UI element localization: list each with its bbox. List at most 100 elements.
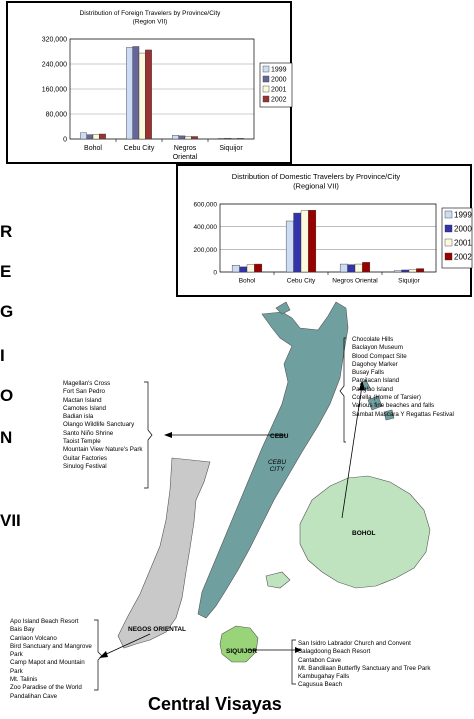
list-item: Busay Falls [352,369,384,377]
legend-label: 1999 [271,67,287,74]
region-letter-g: G [0,302,14,321]
cebu-attractions-list: Magellan's Cross Fort San Pedro Mactan I… [63,380,142,471]
legend-label: 2002 [271,97,287,104]
list-item: Canlaon Volcano [10,634,57,642]
list-item: Mt. Talinis [10,676,38,684]
list-item: Camotes Island [63,404,106,412]
legend-label: 2002 [454,253,472,262]
siquijor-label: SIQUIJOR [226,648,258,655]
negros-bracket [94,619,103,691]
list-item: Camp Mapot and Mountain Park [10,659,85,675]
list-item: Salagdoong Beach Resort [298,648,371,656]
y-tick-label: 400,000 [194,224,218,231]
x-tick-label: Negros Oriental [332,278,378,285]
negros-attractions-list: Apo Island Beach Resort Bais Bay Canlaon… [10,618,96,701]
legend-swatch [444,252,453,261]
y-tick-label: 240,000 [42,62,67,69]
negros-label: NEGOS ORIENTAL [128,626,187,633]
legend-label: 2001 [271,87,287,94]
y-tick-label: 200,000 [194,247,218,254]
siquijor-attractions-list: San Isidro Labrador Church and Convent S… [298,640,430,690]
list-item: Mountain View Nature's Park [63,446,143,454]
list-item: Mactan Island [63,396,102,404]
foreign-travelers-chart: Distribution of Foreign Travelers by Pro… [6,1,293,164]
bar [362,262,371,273]
region-letter-o: O [0,386,14,405]
list-item: Magellan's Cross [63,380,111,387]
region-letter-vii: VII [0,511,21,530]
legend-swatch [444,224,453,233]
y-tick-label: 160,000 [42,87,67,94]
cebu-bracket [144,381,153,489]
siquijor-island [219,625,259,663]
x-tick-label: Cebu City [287,278,316,285]
list-item: Panglao Island [352,385,393,393]
bar [99,133,106,140]
chart-title: Distribution of Foreign Travelers by Pro… [80,10,222,17]
cebu-island [197,301,349,619]
list-item: Olango Wildlife Sanctuary [63,421,135,429]
cebu-islet [383,409,395,421]
negros-callout-arrow [99,651,108,658]
siquijor-bracket [291,639,296,685]
list-item: Chocolate Hills [352,336,394,343]
bar [308,210,317,273]
bar [416,268,425,273]
list-item: Cantabon Cave [298,656,341,664]
list-item: Baclayon Museum [352,344,403,352]
bohol-callout-arrow [359,380,365,390]
list-item: Sambat Mascara Y Regattas Festival [352,410,454,418]
bohol-island [299,475,431,589]
list-item: Zoo Paradise of the World [10,684,82,692]
x-tick-label: Cebu City [124,145,155,152]
list-item: Bais Bay [10,626,35,634]
list-item: Apo Island Beach Resort [10,618,79,625]
bar [145,49,152,140]
list-item: Fort San Pedro [63,388,105,396]
list-item: Guitar Factories [63,454,108,462]
bar [254,263,263,273]
list-item: Various fine beaches and falls [352,402,435,410]
bohol-callout-line [341,385,363,519]
region-letter-r: R [0,222,13,241]
region-letter-n: N [0,428,13,447]
list-item: Badian isla [63,413,94,421]
list-item: Mt. Bandilaan Butterfly Sanctuary and Tr… [298,664,431,672]
chart-subtitle: (Region VII) [133,19,168,26]
list-item: Corella (Home of Tarsier) [352,394,421,402]
legend-swatch [444,238,453,247]
list-item: Bird Sanctuary and Mangrove Park [10,642,92,659]
legend-label: 2000 [454,225,472,234]
list-item: Pamilacan Island [352,377,400,385]
list-item: San Isidro Labrador Church and Convent [298,640,411,647]
legend-label: 1999 [454,211,472,220]
map-title: Central Visayas [148,694,282,714]
bohol-label: BOHOL [352,530,376,537]
x-tick-label: Bohol [84,145,102,152]
region-letter-i: I [0,346,5,365]
legend-swatch [262,75,270,83]
x-tick-label: Bohol [239,278,256,285]
list-item: Dagohoy Marker [352,360,398,368]
list-item: Kambugahay Falls [298,673,350,681]
x-tick-label: Siquijor [398,278,421,285]
legend-label: 2000 [271,77,287,84]
x-tick-label: Negros [174,145,197,152]
bohol-bracket [339,337,346,443]
chart-subtitle: (Regional VII) [293,182,339,191]
domestic-travelers-chart-svg: Distribution of Domestic Travelers by Pr… [194,172,473,285]
cebu-city-label: CEBU CITY [267,459,287,473]
cebu-islet [275,301,291,315]
bohol-attractions-list: Chocolate Hills Baclayon Museum Blood Co… [352,336,454,419]
negros-oriental-island [117,457,211,649]
y-tick-label: 320,000 [42,37,67,44]
y-tick-label: 0 [213,270,217,277]
bar [191,136,198,140]
y-tick-label: 80,000 [46,112,68,119]
list-item: Cagusua Beach [298,681,343,689]
y-tick-label: 0 [63,137,67,144]
x-tick-label: Oriental [173,154,198,161]
region-letter-e: E [0,262,12,281]
siquijor-callout-arrow [295,647,302,653]
